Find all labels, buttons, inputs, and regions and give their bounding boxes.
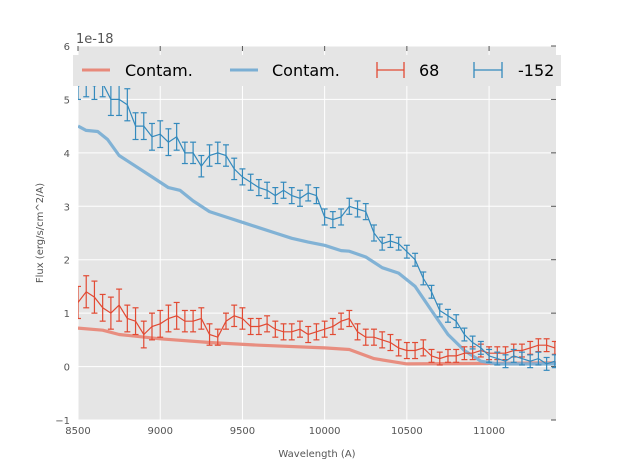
legend-swatch-68: [376, 62, 405, 78]
x-tick-label: 10500: [391, 426, 423, 437]
legend-label-68: 68: [419, 61, 439, 80]
y-tick-label: −1: [55, 416, 70, 427]
series-contam-1: [78, 124, 556, 366]
y-tick-label: 1: [64, 309, 70, 320]
series-contam-0: [78, 326, 556, 366]
y-tick-label: 0: [64, 363, 70, 374]
y-tick-label: 6: [64, 42, 70, 53]
legend-label-152: -152: [518, 61, 554, 80]
y-tick-label: 3: [64, 202, 70, 213]
ticks: 8500 9000 9500 10000 10500 11000 −1 0 1 2 3 4 5 6: [55, 42, 556, 437]
y-tick-label: 2: [64, 256, 70, 267]
x-tick-label: 11000: [473, 426, 505, 437]
contam-line: [78, 326, 556, 366]
x-tick-label: 10000: [309, 426, 341, 437]
x-tick-label: 8500: [65, 426, 90, 437]
x-tick-label: 9000: [147, 426, 172, 437]
legend: Contam. Contam. 68 -152: [73, 55, 561, 86]
y-axis-label: Flux (erg/s/cm^2/A): [35, 183, 46, 283]
legend-swatch-152: [473, 62, 503, 78]
x-axis-label: Wavelength (A): [278, 449, 355, 460]
contam-line: [78, 124, 556, 366]
legend-label-contam-blue: Contam.: [272, 61, 340, 80]
x-tick-label: 9500: [230, 426, 255, 437]
y-tick-label: 4: [64, 149, 70, 160]
grid: [77, 45, 556, 421]
legend-label-contam-red: Contam.: [125, 61, 193, 80]
y-tick-label: 5: [64, 95, 70, 106]
offset-text: 1e-18: [76, 32, 114, 47]
